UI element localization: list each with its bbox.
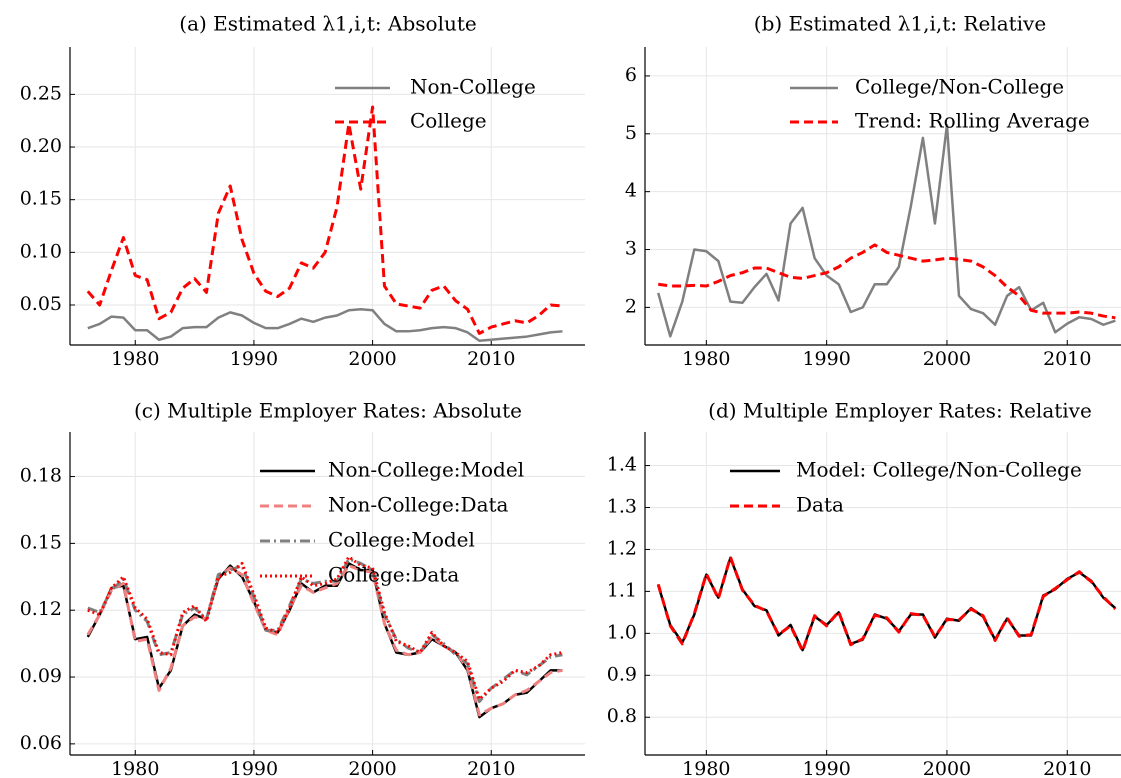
y-tick-label: 3: [625, 238, 637, 260]
legend-label: Trend: Rolling Average: [855, 109, 1090, 133]
legend-label: College/Non-College: [855, 75, 1064, 99]
y-tick-label: 0.06: [20, 732, 62, 754]
subplot: (a) Estimated λ1,i,t: Absolute 0.05 0.10 0.…: [20, 12, 585, 370]
x-tick-label: 2000: [923, 758, 971, 778]
subplot: (c) Multiple Employer Rates: Absolute 0.0…: [20, 399, 585, 778]
x-tick-label: 1990: [802, 348, 850, 370]
y-tick-label: 0.15: [20, 188, 62, 210]
plot-area: [86, 555, 563, 719]
chart-title: (b) Estimated λ1,i,t: Relative: [754, 12, 1046, 36]
y-tick-label: 1.2: [607, 537, 637, 559]
x-tick-label: 1980: [682, 758, 730, 778]
legend-label: Model: College/Non-College: [796, 458, 1082, 482]
x-tick-label: 1990: [802, 758, 850, 778]
series-line: [658, 243, 1116, 320]
y-tick-label: 0.25: [20, 82, 62, 104]
x-tick-label: 2000: [923, 348, 971, 370]
y-tick-label: 1.0: [607, 621, 637, 643]
y-tick-label: 4: [625, 180, 637, 202]
series-line: [657, 556, 1117, 652]
y-tick-label: 0.18: [20, 465, 62, 487]
y-tick-label: 0.09: [20, 665, 62, 687]
plot-area: [657, 123, 1116, 338]
series-line: [87, 555, 563, 701]
x-tick-label: 1980: [111, 348, 159, 370]
series-line: [87, 307, 563, 343]
legend-label: Non-College:Data: [328, 493, 509, 517]
series-line: [86, 105, 563, 335]
y-tick-label: 0.15: [20, 531, 62, 553]
subplot: (b) Estimated λ1,i,t: Relative 2 3 4 5 6 1980 1…: [625, 12, 1121, 370]
series-line: [86, 564, 563, 717]
y-tick-label: 0.9: [607, 663, 637, 685]
legend-label: Non-College:Model: [328, 458, 524, 482]
y-tick-label: 1.1: [607, 579, 637, 601]
series-line: [657, 123, 1116, 338]
y-tick-label: 0.10: [20, 240, 62, 262]
plot-area: [656, 555, 1117, 653]
y-tick-label: 0.05: [20, 293, 62, 315]
x-tick-label: 2000: [348, 348, 396, 370]
x-tick-label: 2010: [1043, 758, 1091, 778]
y-tick-label: 2: [625, 295, 637, 317]
y-tick-label: 5: [625, 122, 637, 144]
x-tick-label: 1980: [682, 348, 730, 370]
x-tick-label: 2010: [467, 348, 515, 370]
legend-label: College: [410, 109, 487, 133]
x-tick-label: 2010: [467, 758, 515, 778]
x-tick-label: 1980: [111, 758, 159, 778]
chart-title: (a) Estimated λ1,i,t: Absolute: [179, 12, 476, 36]
y-tick-label: 1.4: [607, 454, 637, 476]
series-line: [656, 555, 1117, 653]
chart-title: (d) Multiple Employer Rates: Relative: [708, 399, 1092, 423]
plot-area: [86, 105, 563, 343]
y-tick-label: 6: [625, 64, 637, 86]
subplot: (d) Multiple Employer Rates: Relative 0.8…: [607, 399, 1121, 778]
y-tick-label: 1.3: [607, 496, 637, 518]
x-tick-label: 2000: [348, 758, 396, 778]
x-tick-label: 1990: [230, 758, 278, 778]
legend-label: Data: [796, 493, 844, 517]
chart-title: (c) Multiple Employer Rates: Absolute: [134, 399, 522, 423]
y-tick-label: 0.8: [607, 705, 637, 727]
x-tick-label: 1990: [230, 348, 278, 370]
legend-label: College:Model: [328, 528, 475, 552]
x-tick-label: 2010: [1043, 348, 1091, 370]
legend-label: College:Data: [328, 563, 459, 587]
y-tick-label: 0.12: [20, 598, 62, 620]
legend-label: Non-College: [410, 75, 536, 99]
y-tick-label: 0.20: [20, 135, 62, 157]
